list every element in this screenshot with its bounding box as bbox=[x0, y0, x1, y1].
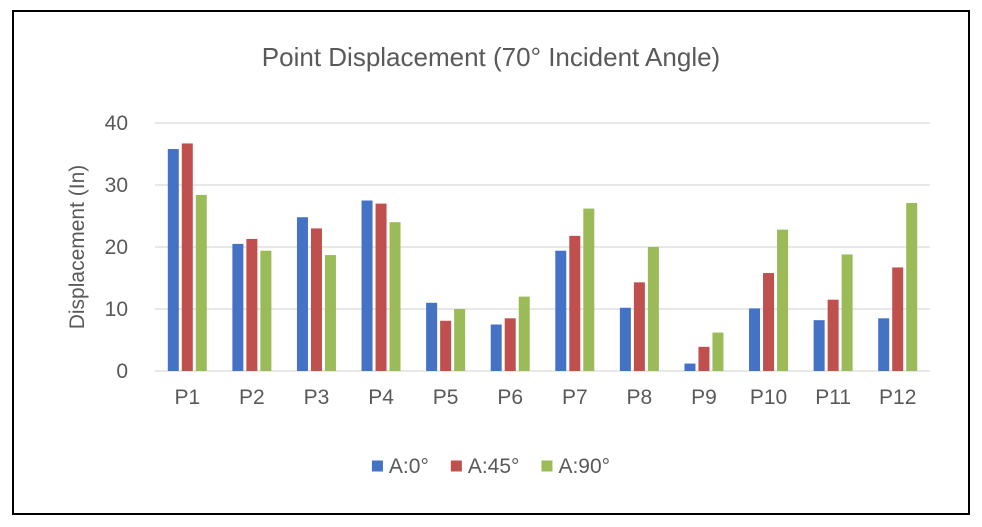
legend-swatch-1 bbox=[371, 460, 383, 472]
bar-P12-series-3 bbox=[906, 202, 918, 371]
x-tick-label: P1 bbox=[174, 386, 200, 409]
bar-P8-series-1 bbox=[619, 307, 631, 371]
bar-P1-series-2 bbox=[181, 143, 193, 371]
bar-P2-series-1 bbox=[232, 243, 244, 371]
bar-P3-series-1 bbox=[296, 217, 308, 371]
y-tick-label: 30 bbox=[105, 174, 128, 197]
bar-P11-series-1 bbox=[813, 320, 825, 371]
bar-P1-series-1 bbox=[167, 149, 179, 371]
x-tick-label: P4 bbox=[368, 386, 394, 409]
bar-P10-series-3 bbox=[777, 229, 789, 371]
x-tick-label: P8 bbox=[627, 386, 653, 409]
bar-P7-series-3 bbox=[583, 208, 595, 371]
bar-P7-series-1 bbox=[555, 250, 567, 371]
bar-P5-series-3 bbox=[454, 309, 466, 371]
x-tick-label: P7 bbox=[562, 386, 588, 409]
legend-label-1: A:0° bbox=[389, 455, 429, 478]
bar-P4-series-3 bbox=[389, 222, 401, 371]
y-tick-label: 0 bbox=[116, 360, 128, 383]
bar-P2-series-3 bbox=[260, 250, 272, 371]
legend-label-3: A:90° bbox=[558, 455, 610, 478]
bar-P7-series-2 bbox=[569, 235, 581, 371]
bar-P3-series-3 bbox=[324, 255, 336, 371]
x-tick-label: P3 bbox=[304, 386, 330, 409]
x-tick-label: P11 bbox=[815, 386, 851, 409]
bar-P6-series-2 bbox=[504, 318, 516, 371]
bar-P3-series-2 bbox=[310, 228, 322, 371]
x-tick-label: P9 bbox=[691, 386, 717, 409]
x-tick-label: P2 bbox=[239, 386, 265, 409]
chart-title: Point Displacement (70° Incident Angle) bbox=[262, 42, 720, 72]
x-tick-label: P6 bbox=[497, 386, 523, 409]
bar-P12-series-1 bbox=[878, 318, 890, 371]
y-tick-label: 20 bbox=[105, 236, 128, 259]
x-tick-label: P5 bbox=[433, 386, 459, 409]
legend-swatch-3 bbox=[541, 460, 553, 472]
bar-P9-series-2 bbox=[698, 346, 710, 371]
bar-P11-series-3 bbox=[841, 254, 853, 371]
x-tick-label: P10 bbox=[750, 386, 787, 409]
bar-P6-series-3 bbox=[518, 296, 530, 371]
y-axis-title: Displacement (In) bbox=[66, 165, 89, 330]
bar-P5-series-1 bbox=[426, 302, 438, 371]
y-tick-label: 40 bbox=[105, 112, 128, 135]
bar-P9-series-3 bbox=[712, 332, 724, 371]
legend: A:0° A:45° A:90° bbox=[371, 455, 610, 478]
y-tick-label: 10 bbox=[105, 298, 128, 321]
bars bbox=[167, 143, 918, 371]
bar-P11-series-2 bbox=[827, 299, 839, 371]
bar-P5-series-2 bbox=[440, 320, 452, 371]
bar-P6-series-1 bbox=[490, 324, 502, 371]
bar-P4-series-1 bbox=[361, 200, 373, 371]
bar-P1-series-3 bbox=[195, 194, 207, 371]
gridlines bbox=[155, 122, 930, 372]
bar-P9-series-1 bbox=[684, 363, 696, 371]
bar-P4-series-2 bbox=[375, 203, 387, 371]
bar-P12-series-2 bbox=[892, 267, 904, 371]
bar-P8-series-3 bbox=[647, 247, 659, 371]
legend-swatch-2 bbox=[450, 460, 462, 472]
bar-P10-series-1 bbox=[749, 308, 761, 371]
y-tick-labels: 0 10 20 30 40 bbox=[105, 112, 128, 383]
x-tick-labels: P1 P2 P3 P4 P5 P6 P7 P8 P9 P10 P11 P12 bbox=[174, 386, 916, 409]
x-tick-label: P12 bbox=[879, 386, 916, 409]
legend-label-2: A:45° bbox=[468, 455, 520, 478]
bar-P8-series-2 bbox=[633, 282, 645, 371]
bar-P2-series-2 bbox=[246, 238, 258, 371]
bar-P10-series-2 bbox=[763, 273, 775, 371]
